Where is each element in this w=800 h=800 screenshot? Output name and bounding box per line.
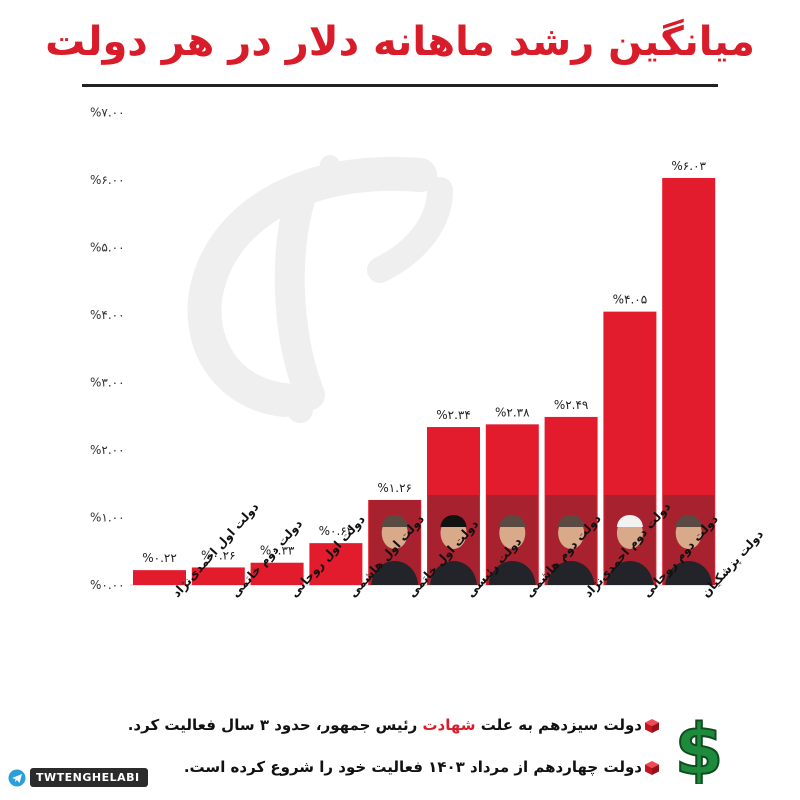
bar (191, 567, 245, 585)
bar (309, 543, 363, 585)
bar-value-label: %۰.۲۲ (142, 551, 177, 565)
bar-value-label: %۰.۳۳ (260, 544, 295, 558)
portrait-photo (486, 495, 538, 585)
dollar-sign-icon: $ (674, 712, 725, 784)
note-line-2: دولت چهاردهم از مرداد ۱۴۰۳ فعالیت خود را… (183, 758, 642, 776)
y-tick-label: %۵.۰۰ (90, 241, 125, 255)
bar-value-label: %۲.۳۴ (436, 408, 471, 422)
y-tick-label: %۴.۰۰ (90, 308, 125, 322)
y-tick-label: %۳.۰۰ (90, 376, 125, 390)
bar (544, 416, 598, 585)
note-1-text-b: رئیس جمهور، حدود ۳ سال فعالیت کرد. (127, 716, 423, 734)
y-tick-label: %۶.۰۰ (90, 173, 125, 187)
note-1-text-a: دولت سیزدهم به علت (475, 716, 642, 734)
bar-value-label: %۴.۰۵ (613, 293, 648, 307)
red-cube-icon (645, 761, 659, 775)
title-underline (82, 84, 718, 87)
portrait-photo (604, 495, 656, 585)
portrait-photo (369, 499, 421, 585)
chart-title: میانگین رشد ماهانه دلار در هر دولت (45, 19, 755, 65)
bar (250, 562, 304, 585)
portrait-photo (545, 495, 597, 585)
y-tick-label: %۰.۰۰ (90, 578, 125, 592)
bar-value-label: %۰.۲۶ (201, 548, 236, 562)
bar (133, 570, 186, 585)
channel-footer: TWTENGHELABI (8, 768, 148, 787)
y-tick-label: %۲.۰۰ (90, 443, 125, 457)
bar-chart: %۰.۰۰ %۱.۰۰ %۲.۰۰ %۳.۰۰ %۴.۰۰ %۵.۰۰ %۶.۰۰ %۷.۰۰… (90, 106, 767, 601)
bar (485, 424, 539, 585)
svg-text:$: $ (675, 712, 724, 784)
bar (427, 427, 480, 585)
portrait-photo (663, 495, 715, 585)
bar-value-label: %۶.۰۳ (671, 159, 706, 173)
watermark-logo (187, 155, 453, 423)
y-tick-label: %۱.۰۰ (90, 511, 125, 525)
portrait-photo (428, 495, 479, 585)
bar-value-label: %۲.۳۸ (495, 405, 530, 419)
telegram-icon (8, 769, 26, 786)
y-tick-label: %۷.۰۰ (90, 106, 125, 120)
bar-value-label: %۱.۲۶ (377, 481, 412, 495)
bar-value-label: %۲.۴۹ (554, 398, 589, 412)
channel-handle: TWTENGHELABI (30, 768, 148, 787)
red-cube-icon (645, 719, 659, 733)
bar-value-label: %۰.۶۲ (319, 524, 354, 538)
note-line-1: دولت سیزدهم به علت شهادت رئیس جمهور، حدو… (128, 716, 642, 734)
note-1-highlight: شهادت (422, 716, 476, 734)
